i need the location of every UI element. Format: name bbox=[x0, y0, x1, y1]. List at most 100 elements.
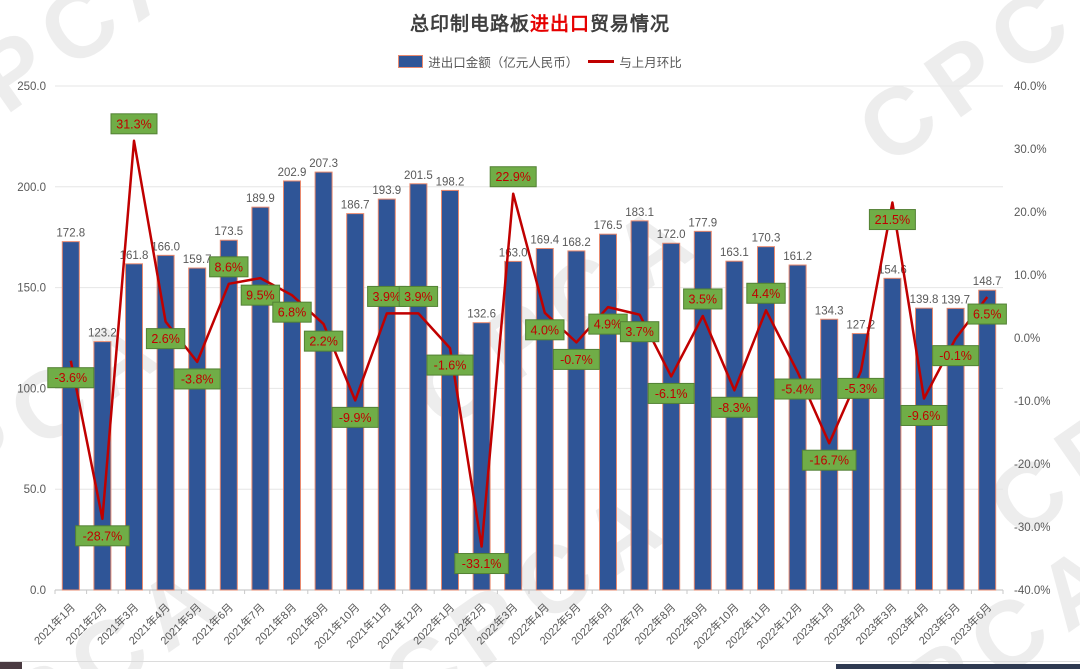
bar bbox=[472, 322, 491, 591]
bar-value-label: 169.4 bbox=[530, 234, 559, 246]
pct-label: 4.4% bbox=[746, 282, 786, 304]
bar bbox=[693, 230, 712, 591]
bar bbox=[93, 341, 112, 591]
right-axis-labels: 40.0% 30.0% 20.0% 10.0% 0.0% -10.0% -20.0% -30.… bbox=[1014, 81, 1050, 597]
bar-value-label: 177.9 bbox=[688, 217, 717, 229]
pct-label-box bbox=[801, 449, 857, 471]
bar bbox=[504, 260, 523, 591]
pct-label: -6.1% bbox=[647, 382, 695, 404]
left-axis-tick-label: 200.0 bbox=[17, 182, 46, 194]
pct-label-text: 3.5% bbox=[689, 292, 718, 306]
pct-label: 2.6% bbox=[145, 328, 186, 350]
pct-label-text: 4.0% bbox=[531, 323, 560, 337]
bar-value-label: 139.8 bbox=[910, 294, 939, 306]
bar-value-label: 123.2 bbox=[88, 328, 117, 340]
bar-value-label: 154.6 bbox=[878, 264, 907, 276]
pct-label-box bbox=[331, 406, 379, 428]
pct-label: -3.6% bbox=[47, 367, 95, 389]
pct-label-box bbox=[454, 553, 509, 575]
pct-label-text: 22.9% bbox=[495, 170, 530, 184]
pct-label-box bbox=[647, 382, 695, 404]
bar bbox=[61, 241, 80, 591]
pct-label-text: 6.8% bbox=[278, 306, 307, 320]
right-axis-tick-label: -30.0% bbox=[1014, 522, 1050, 534]
left-axis-tick-label: 100.0 bbox=[17, 383, 46, 395]
pct-label-text: -5.3% bbox=[844, 382, 877, 396]
bar-value-label: 183.1 bbox=[625, 207, 654, 219]
bar bbox=[188, 267, 207, 591]
pct-label-text: -1.6% bbox=[434, 359, 467, 373]
left-axis-labels: 250.0 200.0 150.0 100.0 50.0 0.0 bbox=[17, 81, 46, 597]
bar bbox=[409, 183, 428, 591]
pct-label: -3.8% bbox=[173, 368, 221, 390]
bar-value-label: 193.9 bbox=[372, 185, 401, 197]
pct-label-text: 8.6% bbox=[215, 260, 244, 274]
left-axis-tick-label: 150.0 bbox=[17, 283, 46, 295]
legend-amount-label: 进出口金额（亿元人民币） bbox=[428, 56, 579, 70]
right-axis-tick-label: 30.0% bbox=[1014, 144, 1047, 156]
bar bbox=[757, 246, 775, 591]
background-edge-right bbox=[836, 664, 1080, 669]
pct-label-text: 31.3% bbox=[116, 117, 151, 131]
pct-label-box bbox=[398, 285, 439, 307]
pct-label: -9.6% bbox=[900, 404, 948, 426]
pct-label: 6.5% bbox=[967, 303, 1007, 325]
bar bbox=[441, 189, 459, 591]
bar-series-swatch bbox=[398, 55, 424, 68]
bar bbox=[978, 289, 997, 591]
bar-value-label: 148.7 bbox=[973, 276, 1002, 288]
bar bbox=[283, 180, 301, 591]
pct-label: -28.7% bbox=[75, 525, 130, 547]
pct-label: 4.0% bbox=[525, 319, 565, 341]
pct-label-box bbox=[240, 284, 281, 306]
pct-label-text: 3.7% bbox=[625, 325, 654, 339]
right-axis-tick-label: 10.0% bbox=[1014, 270, 1047, 282]
bar-value-label: 170.3 bbox=[752, 233, 781, 245]
bar bbox=[883, 277, 902, 591]
bar bbox=[788, 264, 807, 591]
pct-label: 9.5% bbox=[240, 284, 281, 306]
mom-change-line bbox=[69, 139, 989, 548]
pct-label-box bbox=[145, 328, 186, 350]
bar bbox=[377, 198, 396, 591]
pct-label-text: -8.3% bbox=[718, 401, 751, 415]
bar bbox=[535, 247, 554, 591]
right-axis-tick-label: 40.0% bbox=[1014, 81, 1047, 93]
pct-label: -5.4% bbox=[774, 378, 822, 400]
legend-item-mom: 与上月环比 bbox=[588, 52, 682, 71]
pct-label-box bbox=[303, 330, 344, 352]
title-suffix: 贸易情况 bbox=[590, 14, 671, 35]
background-edge-left bbox=[0, 662, 22, 669]
pct-label: 21.5% bbox=[868, 209, 916, 231]
left-axis-tick-label: 50.0 bbox=[24, 484, 46, 496]
chart-title: 总印制电路板进出口贸易情况 bbox=[0, 9, 1080, 36]
pct-label: -1.6% bbox=[426, 354, 474, 376]
bar bbox=[915, 307, 933, 591]
bar-value-label: 172.8 bbox=[56, 228, 85, 240]
pct-label-box bbox=[552, 348, 600, 370]
pct-label-text: 3.9% bbox=[404, 290, 433, 304]
pct-label: -16.7% bbox=[801, 449, 857, 471]
pct-label: 8.6% bbox=[209, 256, 249, 278]
bar bbox=[662, 242, 681, 591]
pct-label-box bbox=[209, 256, 249, 278]
bar-value-label: 189.9 bbox=[246, 193, 275, 205]
pct-label-text: -9.9% bbox=[339, 411, 372, 425]
bar-value-label: 207.3 bbox=[309, 158, 338, 170]
right-axis-tick-label: -10.0% bbox=[1014, 396, 1050, 408]
bar-value-label: 163.0 bbox=[499, 247, 528, 259]
pct-label-box bbox=[837, 377, 885, 399]
chart-legend: 进出口金额（亿元人民币） 与上月环比 bbox=[0, 52, 1080, 71]
pct-label-text: -9.6% bbox=[908, 409, 941, 423]
pct-label: -9.9% bbox=[331, 406, 379, 428]
bar bbox=[125, 263, 143, 591]
bar-value-label: 132.6 bbox=[467, 309, 496, 321]
pct-label-box bbox=[47, 367, 95, 389]
bar-value-label: 173.5 bbox=[214, 226, 243, 238]
pct-label-text: -6.1% bbox=[655, 387, 688, 401]
bar bbox=[156, 254, 175, 591]
pct-label-box bbox=[774, 378, 822, 400]
pct-label-box bbox=[868, 209, 916, 231]
